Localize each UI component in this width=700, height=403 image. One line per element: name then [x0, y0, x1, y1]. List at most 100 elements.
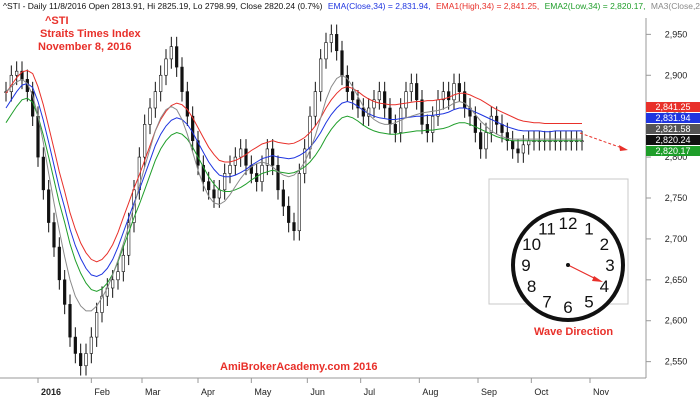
wave-projection-line	[579, 132, 623, 149]
x-tick-label: Jul	[364, 387, 376, 397]
candle-body	[63, 279, 67, 305]
candle-body	[335, 34, 339, 52]
candle-body	[425, 124, 429, 133]
candle-body	[111, 279, 115, 289]
clock-numeral: 6	[563, 298, 572, 317]
candle-body	[281, 189, 285, 207]
candle-body	[121, 254, 125, 272]
y-tick-label: 2,550	[665, 357, 688, 367]
clock-numeral: 3	[605, 256, 614, 275]
y-tick-label: 2,650	[665, 275, 688, 285]
candle-body	[143, 124, 147, 158]
series-line-ema1-high-34-	[5, 69, 582, 263]
candle-body	[68, 304, 72, 338]
value-tag-box	[646, 135, 700, 145]
candle-body	[351, 91, 355, 101]
candle-body	[84, 353, 88, 367]
candle-body	[244, 148, 248, 166]
moving-average-lines	[5, 69, 582, 312]
candle-body	[153, 91, 157, 109]
clock-numeral: 11	[538, 220, 556, 239]
candle-body	[377, 91, 381, 101]
clock-hand-arrowhead	[592, 276, 603, 282]
clock-numeral: 2	[600, 235, 609, 254]
candle-body	[212, 189, 216, 199]
candle-body	[313, 91, 317, 117]
x-tick-label: Mar	[145, 387, 161, 397]
candle-body	[340, 50, 344, 76]
candle-body	[516, 148, 520, 154]
candle-body	[169, 46, 173, 60]
candle-body	[361, 107, 365, 117]
clock-numeral: 4	[600, 277, 609, 296]
candle-body	[47, 189, 51, 223]
candle-body	[31, 91, 35, 117]
candle-body	[100, 295, 104, 313]
candle-body	[271, 148, 275, 166]
candle-body	[388, 107, 392, 125]
clock-numeral: 10	[522, 235, 541, 254]
clock-center-dot	[566, 263, 570, 267]
candle-body	[452, 83, 456, 101]
candle-body	[127, 222, 131, 256]
header-ma-close: MA3(Close,20)	[651, 1, 700, 11]
candle-body	[329, 34, 333, 43]
candle-body	[431, 115, 435, 133]
value-tag-label: 2,820.24	[655, 135, 690, 145]
candle-body	[185, 91, 189, 117]
value-tag-box	[646, 146, 700, 156]
x-tick-label: Jun	[310, 387, 325, 397]
candle-body	[495, 115, 499, 125]
y-tick-label: 2,700	[665, 234, 688, 244]
candle-body	[345, 74, 349, 92]
date-annotation: November 8, 2016	[38, 41, 132, 53]
candle-body	[527, 140, 531, 146]
candle-body	[356, 99, 360, 109]
candle-body	[57, 246, 61, 281]
candle-body	[15, 70, 19, 76]
value-tag-box	[646, 113, 700, 123]
series-line-ema-close-34-	[5, 82, 582, 278]
candle-body	[319, 58, 323, 92]
candle-body	[159, 74, 163, 92]
y-axis-ticks: 2,5502,6002,6502,7002,7502,8002,8502,900…	[646, 29, 688, 367]
candle-body	[511, 140, 515, 150]
candle-body	[180, 66, 184, 92]
x-tick-label: 2016	[41, 387, 61, 397]
x-tick-label: Oct	[534, 387, 549, 397]
x-tick-label: Aug	[422, 387, 438, 397]
candle-body	[201, 164, 205, 182]
clock-numeral: 5	[584, 292, 593, 311]
candle-body	[52, 222, 56, 248]
candle-body	[73, 336, 77, 354]
candle-body	[239, 148, 243, 158]
candle-body	[441, 91, 445, 101]
candle-body	[404, 91, 408, 109]
value-tag-label: 2,820.17	[655, 146, 690, 156]
clock-numeral: 8	[527, 277, 536, 296]
candle-body	[420, 99, 424, 125]
candlestick-bars	[4, 24, 584, 376]
value-tag-box	[646, 124, 700, 134]
candle-body	[175, 46, 179, 68]
candle-body	[207, 181, 211, 191]
header-symbol-line: ^STI - Daily 11/8/2016 Open 2813.91, Hi …	[3, 1, 323, 11]
candle-body	[415, 83, 419, 101]
x-tick-label: Nov	[593, 387, 610, 397]
candle-body	[223, 173, 227, 191]
candle-body	[473, 115, 477, 133]
candle-body	[372, 99, 376, 109]
clock-numeral: 7	[542, 292, 551, 311]
candle-body	[324, 42, 328, 60]
last-value-tags: 2,841.252,831.942,821.582,820.242,820.17	[646, 102, 700, 156]
x-axis-ticks: 2016 Feb Mar Apr May Jun Jul Aug Sep Oct Nov	[37, 378, 610, 397]
y-tick-label: 2,800	[665, 152, 688, 162]
x-tick-label: Sep	[481, 387, 497, 397]
candle-body	[484, 132, 488, 150]
wave-direction-caption: Wave Direction	[534, 326, 613, 338]
candle-body	[297, 173, 301, 232]
header-ema-low: EMA2(Low,34) = 2,820.17,	[545, 1, 646, 11]
candle-body	[383, 91, 387, 109]
